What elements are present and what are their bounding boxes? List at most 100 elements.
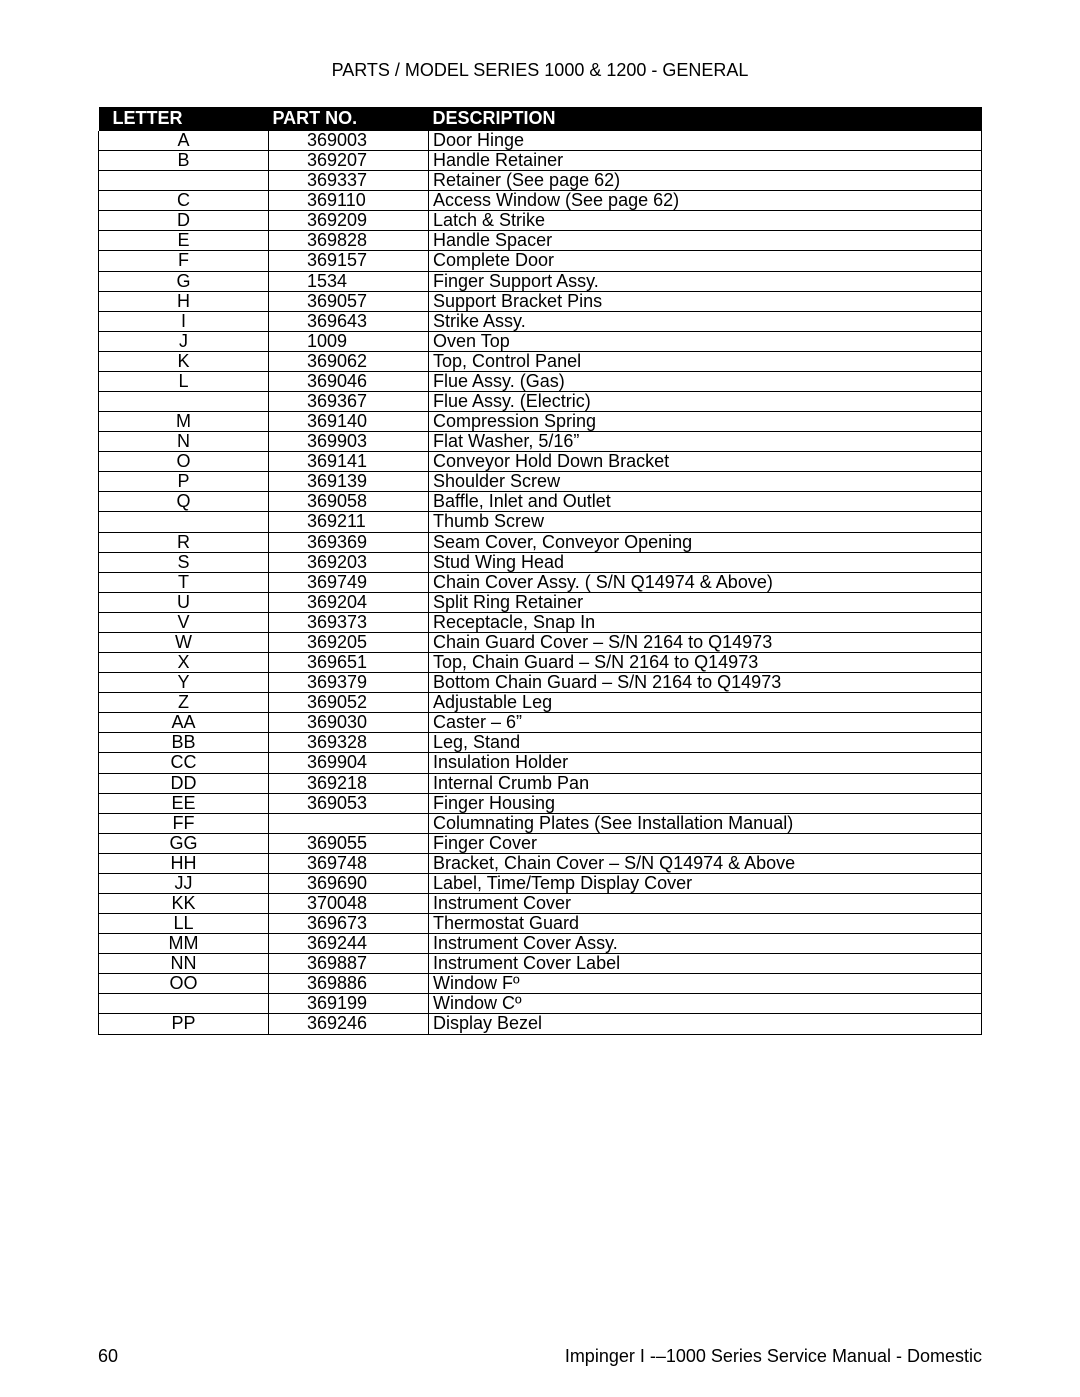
- cell-letter: C: [99, 191, 269, 211]
- cell-description: Shoulder Screw: [429, 472, 982, 492]
- cell-partno: 369062: [269, 351, 429, 371]
- cell-letter: JJ: [99, 873, 269, 893]
- cell-partno: 369337: [269, 171, 429, 191]
- header-description: DESCRIPTION: [429, 107, 982, 131]
- cell-partno: 369748: [269, 853, 429, 873]
- table-row: MM369244Instrument Cover Assy.: [99, 934, 982, 954]
- cell-letter: R: [99, 532, 269, 552]
- table-header: LETTER PART NO. DESCRIPTION: [99, 107, 982, 131]
- cell-partno: 369887: [269, 954, 429, 974]
- table-row: DD369218Internal Crumb Pan: [99, 773, 982, 793]
- cell-description: Access Window (See page 62): [429, 191, 982, 211]
- manual-title: Impinger I -–1000 Series Service Manual …: [565, 1346, 982, 1367]
- table-row: U369204Split Ring Retainer: [99, 592, 982, 612]
- page-title: PARTS / MODEL SERIES 1000 & 1200 - GENER…: [98, 60, 982, 81]
- cell-letter: [99, 512, 269, 532]
- cell-description: Baffle, Inlet and Outlet: [429, 492, 982, 512]
- cell-description: Caster – 6”: [429, 713, 982, 733]
- table-row: K369062Top, Control Panel: [99, 351, 982, 371]
- cell-description: Top, Control Panel: [429, 351, 982, 371]
- cell-description: Internal Crumb Pan: [429, 773, 982, 793]
- cell-description: Seam Cover, Conveyor Opening: [429, 532, 982, 552]
- cell-letter: NN: [99, 954, 269, 974]
- table-row: Z369052Adjustable Leg: [99, 693, 982, 713]
- cell-partno: 369053: [269, 793, 429, 813]
- cell-partno: 369246: [269, 1014, 429, 1034]
- table-row: 369367Flue Assy. (Electric): [99, 392, 982, 412]
- table-row: BB369328Leg, Stand: [99, 733, 982, 753]
- cell-partno: 369328: [269, 733, 429, 753]
- cell-description: Finger Housing: [429, 793, 982, 813]
- cell-partno: 369903: [269, 432, 429, 452]
- cell-letter: T: [99, 572, 269, 592]
- cell-description: Label, Time/Temp Display Cover: [429, 873, 982, 893]
- table-row: PP369246Display Bezel: [99, 1014, 982, 1034]
- cell-partno: 369373: [269, 612, 429, 632]
- cell-description: Support Bracket Pins: [429, 291, 982, 311]
- cell-partno: 369030: [269, 713, 429, 733]
- cell-letter: E: [99, 231, 269, 251]
- table-row: X369651Top, Chain Guard – S/N 2164 to Q1…: [99, 653, 982, 673]
- cell-letter: P: [99, 472, 269, 492]
- cell-partno: 369052: [269, 693, 429, 713]
- cell-description: Handle Spacer: [429, 231, 982, 251]
- cell-letter: Y: [99, 673, 269, 693]
- table-row: N369903Flat Washer, 5/16”: [99, 432, 982, 452]
- header-letter: LETTER: [99, 107, 269, 131]
- cell-letter: DD: [99, 773, 269, 793]
- cell-description: Stud Wing Head: [429, 552, 982, 572]
- table-row: EE369053Finger Housing: [99, 793, 982, 813]
- cell-letter: F: [99, 251, 269, 271]
- table-row: NN369887Instrument Cover Label: [99, 954, 982, 974]
- cell-letter: MM: [99, 934, 269, 954]
- cell-description: Thumb Screw: [429, 512, 982, 532]
- header-partno: PART NO.: [269, 107, 429, 131]
- cell-description: Adjustable Leg: [429, 693, 982, 713]
- table-row: M369140Compression Spring: [99, 412, 982, 432]
- table-row: A369003Door Hinge: [99, 131, 982, 151]
- cell-description: Flat Washer, 5/16”: [429, 432, 982, 452]
- cell-description: Complete Door: [429, 251, 982, 271]
- cell-letter: HH: [99, 853, 269, 873]
- table-row: H369057Support Bracket Pins: [99, 291, 982, 311]
- table-row: V369373Receptacle, Snap In: [99, 612, 982, 632]
- cell-description: Top, Chain Guard – S/N 2164 to Q14973: [429, 653, 982, 673]
- cell-letter: V: [99, 612, 269, 632]
- table-row: B369207Handle Retainer: [99, 151, 982, 171]
- table-row: KK370048Instrument Cover: [99, 893, 982, 913]
- table-row: FFColumnating Plates (See Installation M…: [99, 813, 982, 833]
- cell-description: Bracket, Chain Cover – S/N Q14974 & Abov…: [429, 853, 982, 873]
- table-row: GG369055Finger Cover: [99, 833, 982, 853]
- cell-letter: L: [99, 371, 269, 391]
- cell-partno: 369140: [269, 412, 429, 432]
- cell-partno: 369110: [269, 191, 429, 211]
- cell-letter: H: [99, 291, 269, 311]
- cell-description: Insulation Holder: [429, 753, 982, 773]
- table-row: 369337Retainer (See page 62): [99, 171, 982, 191]
- cell-letter: [99, 171, 269, 191]
- cell-description: Window Cº: [429, 994, 982, 1014]
- cell-letter: N: [99, 432, 269, 452]
- cell-partno: 369643: [269, 311, 429, 331]
- table-row: E369828Handle Spacer: [99, 231, 982, 251]
- footer: 60 Impinger I -–1000 Series Service Manu…: [98, 1346, 982, 1367]
- cell-description: Instrument Cover Label: [429, 954, 982, 974]
- cell-letter: W: [99, 632, 269, 652]
- table-row: Q369058Baffle, Inlet and Outlet: [99, 492, 982, 512]
- table-row: 369199Window Cº: [99, 994, 982, 1014]
- cell-partno: 369828: [269, 231, 429, 251]
- cell-partno: 370048: [269, 893, 429, 913]
- cell-partno: 369055: [269, 833, 429, 853]
- table-row: 369211Thumb Screw: [99, 512, 982, 532]
- cell-description: Instrument Cover: [429, 893, 982, 913]
- cell-letter: EE: [99, 793, 269, 813]
- cell-partno: 369058: [269, 492, 429, 512]
- cell-partno: 369046: [269, 371, 429, 391]
- cell-partno: 369369: [269, 532, 429, 552]
- cell-description: Latch & Strike: [429, 211, 982, 231]
- table-row: L369046Flue Assy. (Gas): [99, 371, 982, 391]
- cell-partno: 369749: [269, 572, 429, 592]
- cell-letter: I: [99, 311, 269, 331]
- table-row: I369643Strike Assy.: [99, 311, 982, 331]
- cell-letter: FF: [99, 813, 269, 833]
